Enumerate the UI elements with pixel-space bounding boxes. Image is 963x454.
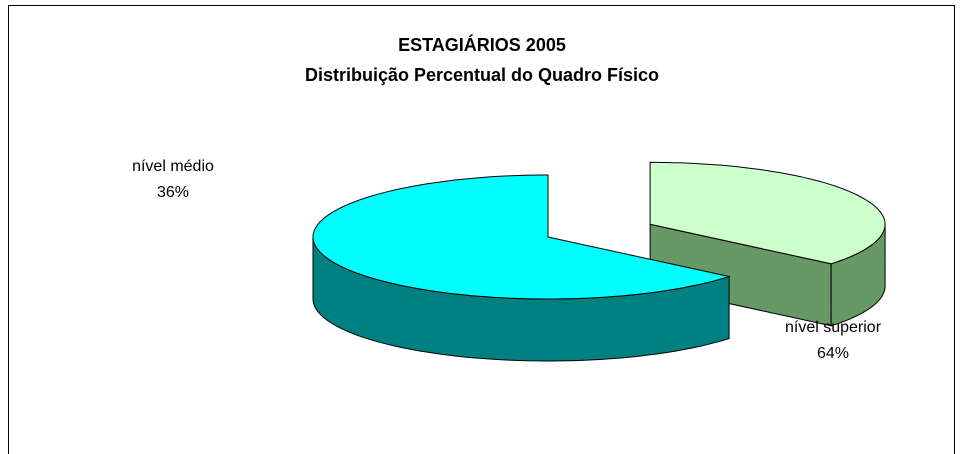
chart-subtitle: Distribuição Percentual do Quadro Físico (305, 65, 659, 85)
slice-value-label: 64% (817, 345, 849, 362)
pie-slice (312, 174, 732, 362)
slice-value-label: 36% (157, 184, 189, 201)
pie-slice (649, 161, 886, 327)
slice-top (312, 174, 732, 300)
slice-label: nível superior (785, 319, 882, 336)
slice-label: nível médio (132, 158, 214, 175)
chart-title: ESTAGIÁRIOS 2005 (398, 34, 566, 55)
slice-top (649, 161, 886, 265)
